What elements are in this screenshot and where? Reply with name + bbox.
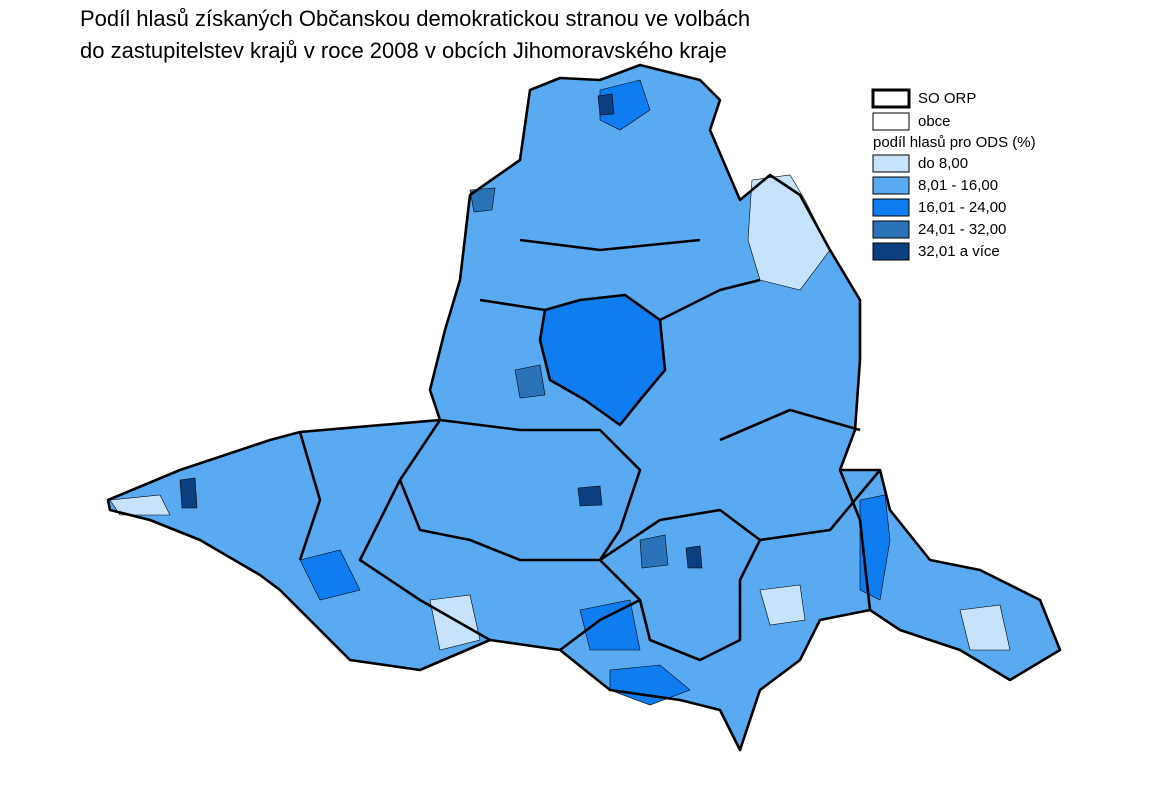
- municipality: [579, 599, 641, 651]
- legend-label: 8,01 - 16,00: [918, 177, 998, 194]
- municipality: [859, 494, 891, 601]
- legend-obce-swatch: [872, 112, 910, 131]
- legend-swatch: [872, 176, 910, 195]
- legend-orp-swatch: [871, 88, 911, 109]
- municipality: [429, 594, 481, 651]
- municipality: [597, 93, 615, 116]
- legend-swatch: [872, 242, 910, 261]
- municipality: [514, 364, 546, 399]
- municipality: [685, 545, 703, 569]
- orp-boundary: [719, 408, 881, 542]
- municipality: [299, 549, 361, 601]
- municipality: [109, 494, 171, 516]
- legend-swatch: [872, 198, 910, 217]
- orp-boundary: [298, 238, 761, 642]
- orp-boundary: [106, 63, 1062, 752]
- legend-label: obce: [918, 113, 951, 130]
- municipality: [179, 477, 198, 509]
- title-line: do zastupitelstev krajů v roce 2008 v ob…: [80, 38, 727, 63]
- legend-swatch: [872, 220, 910, 239]
- municipality: [577, 485, 603, 507]
- legend-label: 24,01 - 32,00: [918, 221, 1006, 238]
- legend-swatch: [872, 154, 910, 173]
- orp-boundary: [598, 508, 762, 662]
- legend: SO ORP obce podíl hlasů pro ODS (%) do 8…: [871, 88, 1036, 261]
- municipality: [469, 187, 496, 213]
- orp-boundary: [538, 293, 667, 427]
- title-line: Podíl hlasů získaných Občanskou demokrat…: [80, 6, 750, 31]
- legend-label: do 8,00: [918, 155, 968, 172]
- legend-label: 32,01 a více: [918, 243, 1000, 260]
- legend-label: 16,01 - 24,00: [918, 199, 1006, 216]
- legend-title: podíl hlasů pro ODS (%): [873, 134, 1036, 151]
- legend-label: SO ORP: [918, 90, 976, 107]
- region-map: [106, 63, 1062, 752]
- municipality: [639, 534, 669, 569]
- municipality: [759, 584, 806, 626]
- municipality: [959, 604, 1011, 651]
- municipality: [747, 174, 831, 291]
- orp-boundary: [559, 469, 872, 652]
